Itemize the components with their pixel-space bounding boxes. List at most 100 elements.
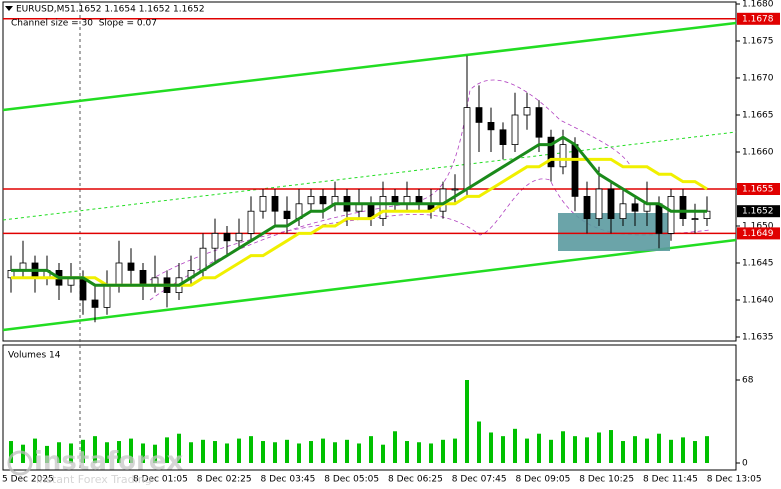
level-label: 1.1678 (742, 14, 774, 24)
logo (7, 450, 33, 476)
x-tick-label: 8 Dec 09:05 (516, 475, 571, 485)
candle-body (475, 107, 483, 123)
x-tick-label: 8 Dec 13:05 (707, 475, 762, 485)
candle-body (223, 232, 231, 242)
volume-bar (357, 443, 361, 463)
volume-bar (45, 445, 49, 463)
volume-bar (597, 432, 601, 463)
x-tick-label: 8 Dec 07:45 (452, 475, 507, 485)
watermark: instaforex Instant Forex Trading (7, 447, 184, 486)
volume-bar (693, 441, 697, 463)
channel-lower (2, 238, 737, 332)
volume-bar (705, 436, 709, 463)
level-label: 1.1649 (742, 229, 774, 239)
volume-bar (249, 436, 253, 463)
volume-bar (81, 439, 85, 463)
candle-body (667, 195, 675, 234)
ohlc: 1.1652 1.1654 1.1652 1.1652 (70, 5, 205, 15)
candle-body (511, 114, 519, 146)
volume-bar (177, 433, 181, 463)
candle-body (379, 195, 387, 219)
y-tick-label: 1.1680 (742, 0, 774, 10)
volume-bar (561, 431, 565, 463)
volume-bar (609, 430, 613, 463)
menu-arrow (5, 6, 13, 11)
price-panel (2, 1, 737, 342)
volume-bar (213, 441, 217, 463)
volume-bar (297, 443, 301, 463)
candle-body (487, 122, 495, 131)
y-tick-label: 1.1665 (742, 111, 774, 121)
indicator-info: Channel size = 30 Slope = 0.07 (11, 19, 157, 29)
volume-bar (501, 436, 505, 463)
volume-bar (93, 436, 97, 463)
volume-bar (69, 443, 73, 463)
candle-body (631, 203, 639, 212)
current-price: 1.1652 (742, 207, 774, 217)
volume-bar (321, 438, 325, 463)
volume-bar (345, 439, 349, 463)
candle-body (655, 203, 663, 234)
candle-body (283, 210, 291, 219)
x-tick-label: 8 Dec 10:25 (579, 475, 634, 485)
volume-bar (417, 442, 421, 463)
volume-bar (225, 443, 229, 463)
volume-bar (237, 438, 241, 463)
band-lower (149, 178, 711, 281)
level-box (737, 227, 780, 240)
volume-bar (141, 443, 145, 463)
volume-bar (645, 438, 649, 463)
x-tick-label: 8 Dec 05:05 (324, 475, 379, 485)
candle-body (127, 262, 135, 271)
y-tick-label: 1.1670 (742, 74, 774, 84)
y-tick-label: 1.1660 (742, 148, 774, 158)
candle-body (79, 277, 87, 301)
volume-bar (465, 380, 469, 463)
volume-bar (513, 428, 517, 463)
volume-title: Volumes 14 (8, 351, 61, 361)
candle-body (235, 232, 243, 242)
volume-bar (381, 444, 385, 463)
candle-body (451, 188, 459, 191)
volume-bar (633, 436, 637, 463)
candle-body (619, 203, 627, 220)
volume-bar (57, 442, 61, 463)
candle-body (259, 195, 267, 212)
candle-body (499, 129, 507, 146)
symbol: EURUSD,M5 (16, 5, 70, 15)
level-box (737, 12, 780, 25)
volume-bar (393, 431, 397, 463)
volume-bar (369, 436, 373, 463)
x-tick-label: 8 Dec 06:25 (388, 475, 443, 485)
brand: instaforex (34, 447, 184, 477)
candle-body (607, 188, 615, 220)
candle-body (91, 299, 99, 308)
candle-body (271, 195, 279, 212)
channel-upper (2, 21, 737, 112)
x-tick-label: 5 Dec 2025 (2, 475, 54, 485)
candle-body (439, 188, 447, 212)
candle-body (211, 232, 219, 249)
y-tick-label: 1.1645 (742, 259, 774, 269)
price-box (737, 205, 780, 218)
level-label: 1.1655 (742, 185, 774, 195)
volume-bar (117, 441, 121, 463)
y-tick-label: 1.1635 (742, 333, 774, 343)
candle-body (583, 195, 591, 219)
candle-body (535, 107, 543, 138)
volume-bar (153, 444, 157, 463)
candle-body (595, 188, 603, 220)
volume-bar (537, 433, 541, 463)
volume-bar (273, 442, 277, 463)
candle-body (547, 136, 555, 168)
x-tick-label: 8 Dec 01:05 (133, 475, 188, 485)
band-upper (149, 79, 631, 301)
volume-tick-label: 0 (742, 459, 748, 469)
candle-body (463, 107, 471, 190)
volume-bar (549, 439, 553, 463)
support-zone (558, 213, 670, 251)
volume-bar (309, 441, 313, 463)
volume-bar (429, 443, 433, 463)
volume-bar (261, 441, 265, 463)
